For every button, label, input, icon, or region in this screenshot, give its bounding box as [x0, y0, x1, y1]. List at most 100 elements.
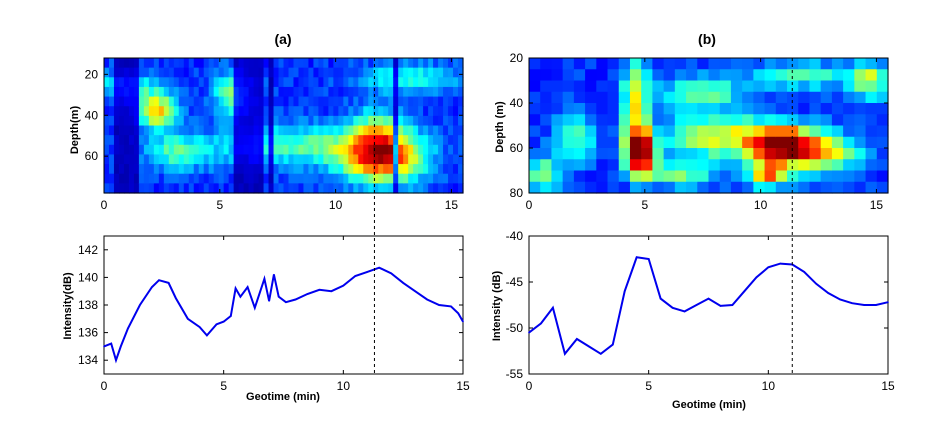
heatmap-cell: [418, 96, 424, 107]
heatmap-cell: [585, 148, 597, 160]
heatmap-cell: [168, 135, 175, 146]
heatmap-cell: [854, 148, 867, 160]
heatmap-cell: [118, 144, 125, 156]
heatmap-cell: [278, 86, 285, 98]
heatmap-cell: [203, 77, 210, 88]
heatmap-cell: [248, 154, 255, 165]
heatmap-cell: [843, 125, 855, 138]
heatmap-cell: [820, 148, 833, 160]
heatmap-cell: [223, 173, 230, 184]
heatmap-cell: [403, 67, 409, 78]
intensity-data-point: [151, 286, 153, 288]
heatmap-cell: [128, 183, 135, 194]
heatmap-cell: [820, 136, 833, 149]
heatmap-cell: [198, 67, 205, 78]
heatmap-cell: [338, 77, 344, 88]
heatmap-cell: [258, 96, 265, 107]
x-tick-label: 0: [526, 379, 533, 393]
heatmap-cell: [596, 103, 609, 115]
heatmap-cell: [273, 115, 280, 127]
heatmap-cell: [418, 67, 424, 78]
heatmap-cell: [708, 114, 721, 127]
heatmap-cell: [787, 159, 799, 172]
heatmap-cell: [323, 96, 329, 107]
heatmap-cell: [178, 77, 185, 88]
heatmap-cell: [203, 96, 210, 107]
heatmap-cell: [153, 144, 160, 156]
heatmap-cell: [408, 173, 414, 184]
intensity-data-point: [110, 342, 112, 345]
heatmap-cell: [118, 77, 125, 88]
heatmap-cell: [128, 135, 135, 146]
intensity-data-point: [198, 326, 201, 328]
x-tick-label: 15: [445, 198, 459, 212]
heatmap-cell: [353, 135, 359, 146]
heatmap-cell: [585, 91, 597, 104]
heatmap-cell: [618, 91, 631, 104]
heatmap-cell: [198, 77, 205, 88]
heatmap-cell: [153, 154, 160, 165]
heatmap-cell: [398, 96, 404, 107]
panel-b-line-ylabel: Intensity (dB): [491, 271, 503, 342]
heatmap-cell: [540, 69, 553, 82]
heatmap-cell: [298, 77, 305, 88]
heatmap-cell: [443, 183, 449, 194]
heatmap-cell: [433, 154, 439, 165]
heatmap-cell: [223, 115, 230, 127]
heatmap-cell: [188, 58, 195, 69]
heatmap-cell: [343, 144, 349, 156]
heatmap-cell: [303, 183, 310, 194]
intensity-data-point: [175, 297, 177, 299]
heatmap-cell: [585, 159, 597, 172]
heatmap-cell: [253, 96, 260, 107]
heatmap-cell: [428, 96, 434, 107]
heatmap-cell: [178, 144, 185, 156]
heatmap-cell: [368, 58, 374, 69]
heatmap-cell: [458, 58, 464, 69]
heatmap-cell: [719, 136, 732, 149]
heatmap-cell: [243, 106, 250, 117]
heatmap-cell: [373, 67, 379, 78]
heatmap-cell: [607, 69, 620, 82]
heatmap-cell: [433, 67, 439, 78]
heatmap-cell: [183, 125, 190, 136]
intensity-data-point: [263, 277, 266, 280]
heatmap-cell: [652, 69, 665, 82]
heatmap-cell: [178, 58, 185, 69]
heatmap-cell: [253, 125, 260, 136]
heatmap-cell: [775, 69, 788, 82]
heatmap-cell: [358, 164, 364, 175]
heatmap-cell: [373, 58, 379, 69]
heatmap-cell: [123, 154, 130, 165]
intensity-data-point: [683, 310, 686, 313]
heatmap-cell: [865, 114, 878, 127]
heatmap-cell: [223, 86, 230, 98]
heatmap-cell: [258, 154, 265, 165]
heatmap-cell: [113, 125, 120, 136]
heatmap-cell: [663, 125, 676, 138]
heatmap-cell: [193, 67, 200, 78]
heatmap-cell: [663, 103, 676, 115]
heatmap-cell: [253, 164, 260, 175]
heatmap-cell: [458, 144, 464, 156]
heatmap-cell: [529, 136, 541, 149]
heatmap-cell: [368, 86, 374, 98]
heatmap-cell: [865, 69, 878, 82]
heatmap-cell: [173, 58, 180, 69]
intensity-data-point: [450, 305, 452, 308]
heatmap-cell: [193, 125, 200, 136]
heatmap-cell: [283, 154, 290, 165]
heatmap-cell: [243, 154, 250, 165]
heatmap-cell: [876, 114, 889, 127]
heatmap-cell: [104, 164, 110, 175]
heatmap-cell: [408, 58, 414, 69]
heatmap-cell: [303, 96, 310, 107]
heatmap-cell: [393, 164, 399, 175]
heatmap-cell: [865, 159, 878, 172]
heatmap-cell: [298, 115, 305, 127]
heatmap-cell: [742, 170, 754, 183]
heatmap-cell: [458, 115, 464, 127]
heatmap-cell: [697, 148, 710, 160]
heatmap-cell: [403, 135, 409, 146]
heatmap-cell: [178, 86, 185, 98]
